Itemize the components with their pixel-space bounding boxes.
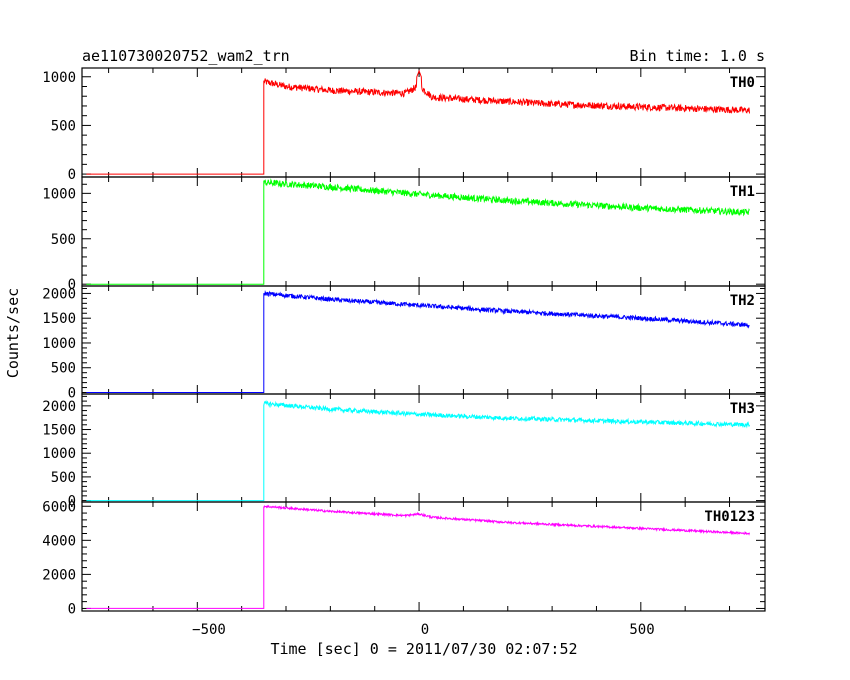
chart-title: ae110730020752_wam2_trn: [82, 47, 290, 65]
y-tick-label: 1000: [42, 446, 76, 462]
y-tick-label: 1000: [42, 70, 76, 86]
panel-frame: [81, 393, 766, 503]
series-line-th0123: [86, 504, 750, 609]
panel-label: TH3: [730, 401, 755, 417]
y-tick-label: 6000: [42, 499, 76, 515]
y-tick-label: 2000: [42, 286, 76, 302]
panel-label: TH0123: [704, 509, 755, 525]
y-tick-label: 2000: [42, 399, 76, 415]
series-line-th2: [86, 289, 750, 393]
panel-th3: 0 500 1000 1500 2000 TH3: [42, 393, 766, 510]
panel-label: TH0: [730, 75, 755, 91]
panel-th0123: 0 2000 4000 6000 TH0123: [42, 499, 766, 617]
y-tick-label: 0: [68, 494, 76, 510]
y-tick-label: 4000: [42, 533, 76, 549]
x-tick-labels: −500 0 500: [192, 622, 655, 638]
panel-th0: 0 500 1000 TH0: [42, 67, 766, 183]
y-tick-label: 500: [51, 470, 76, 486]
y-tick-label: 1500: [42, 423, 76, 439]
series-line-th0: [86, 69, 750, 175]
x-tick-label: 500: [629, 622, 654, 638]
panel-th2: 0 500 1000 1500 2000 TH2: [42, 285, 766, 402]
x-tick-label: −500: [192, 622, 226, 638]
y-axis-label: Counts/sec: [4, 288, 22, 378]
y-tick-label: 1000: [42, 336, 76, 352]
y-tick-label: 0: [68, 386, 76, 402]
panel-frame: [81, 67, 766, 178]
panels: 0 500 1000 TH0 0 500 1000 TH1 0 500 1000 1500 2000 TH…: [42, 67, 766, 617]
y-tick-label: 0: [68, 167, 76, 183]
y-tick-label: 500: [51, 361, 76, 377]
panel-frame: [81, 501, 766, 612]
panel-label: TH1: [730, 184, 755, 200]
y-tick-label: 2000: [42, 567, 76, 583]
y-tick-label: 500: [51, 118, 76, 134]
x-tick-label: 0: [421, 622, 429, 638]
panel-label: TH2: [730, 293, 755, 309]
panel-th1: 0 500 1000 TH1: [42, 176, 766, 293]
y-tick-label: 1000: [42, 186, 76, 202]
y-tick-label: 1500: [42, 311, 76, 327]
y-tick-label: 0: [68, 601, 76, 617]
series-line-th3: [86, 399, 750, 502]
y-tick-label: 500: [51, 232, 76, 248]
panel-frame: [81, 285, 766, 395]
y-tick-label: 0: [68, 277, 76, 293]
bin-time-label: Bin time: 1.0 s: [630, 47, 765, 65]
x-axis-label: Time [sec] 0 = 2011/07/30 02:07:52: [270, 640, 577, 658]
series-line-th1: [86, 178, 750, 285]
